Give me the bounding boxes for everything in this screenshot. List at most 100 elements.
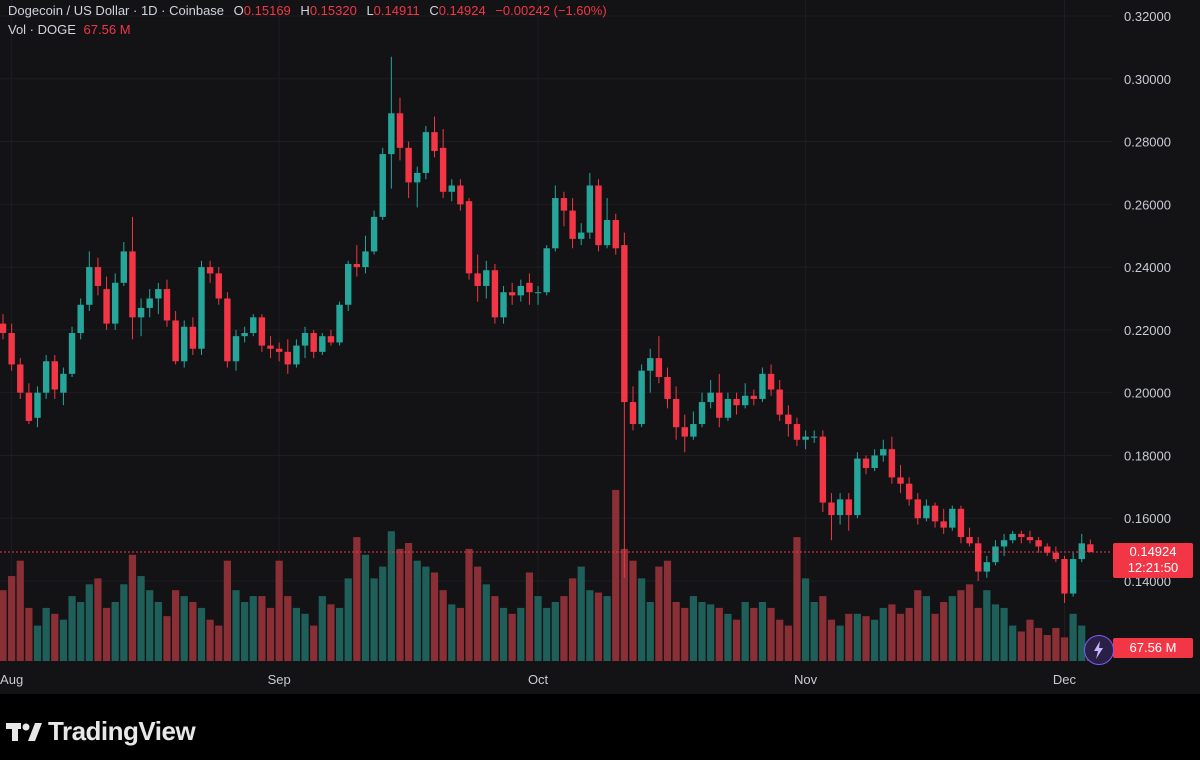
candle-body (603, 220, 611, 246)
volume-bar (663, 560, 672, 661)
volume-bar (258, 596, 266, 661)
ohlc-row: Dogecoin / US Dollar · 1D · Coinbase O0.… (8, 3, 607, 22)
candlestick-chart[interactable]: 0.32000 0.30000 0.28000 0.26000 0.24000 0.220… (0, 0, 1200, 694)
lightning-icon (1094, 641, 1103, 659)
candle-body (405, 147, 412, 183)
low-value: 0.14911 (373, 3, 420, 18)
candle-body (716, 392, 723, 418)
volume-bar (396, 548, 404, 661)
candle-body (86, 267, 93, 305)
candle-body (595, 185, 602, 246)
candle-body (431, 132, 438, 151)
candle-body (370, 216, 378, 252)
volume-bar (965, 584, 974, 661)
tradingview-logo-icon (6, 722, 42, 741)
candle-body (974, 543, 982, 572)
volume-bar (896, 613, 905, 661)
volume-bar (120, 584, 128, 661)
candle-body (552, 198, 559, 249)
volume-bar (439, 590, 447, 661)
volume-bar (111, 602, 119, 661)
y-tick-label: 0.32000 (1124, 9, 1171, 24)
volume-bar (284, 596, 292, 661)
candle-body (992, 546, 999, 563)
candle-body (1026, 537, 1034, 541)
volume-bar (681, 607, 689, 661)
candle-body (949, 508, 956, 528)
candle-body (862, 458, 870, 468)
candle-body (931, 505, 939, 522)
volume-bar (430, 572, 439, 661)
volume-bar (42, 607, 50, 661)
candle-body (483, 270, 490, 286)
brand-name: TradingView (48, 716, 196, 746)
candle-body (422, 132, 430, 173)
volume-bar (25, 607, 33, 661)
candle-body (517, 285, 524, 296)
candle-body (897, 477, 904, 484)
candle-body (923, 505, 930, 519)
volume-bar (102, 607, 111, 661)
price-change: −0.00242 (−1.60%) (495, 3, 607, 18)
volume-bar (594, 592, 603, 661)
candle-body (647, 358, 654, 371)
volume-bar (172, 590, 180, 661)
volume-bar (33, 625, 42, 661)
volume-bar (801, 578, 810, 661)
candle-body (327, 336, 335, 343)
candle-body (414, 172, 421, 183)
candle-body (957, 508, 965, 538)
volume-bar (1052, 627, 1060, 661)
volume-bar (310, 625, 318, 661)
volume-bar (1017, 631, 1025, 661)
candle-body (60, 373, 67, 393)
volume-bar (275, 560, 283, 661)
candle-body (17, 364, 24, 393)
candle-body (345, 263, 352, 305)
open-label: O (233, 3, 244, 18)
open-value: 0.15169 (243, 3, 291, 18)
candle-body (129, 251, 136, 318)
volume-bar (422, 566, 430, 661)
volume-bar (974, 607, 982, 661)
candle-body (319, 336, 326, 352)
volume-bar (59, 619, 68, 661)
candle-body (724, 398, 732, 418)
volume-bar (189, 602, 197, 661)
candle-body (34, 392, 41, 418)
candle-body (439, 147, 447, 192)
candle-body (845, 499, 852, 516)
volume-bar (491, 596, 499, 661)
candle-body (163, 289, 171, 321)
candle-body (741, 395, 749, 406)
tradingview-brand[interactable]: TradingView (6, 716, 196, 747)
candle-body (1078, 543, 1085, 560)
volume-bar (1043, 635, 1051, 661)
candle-body (94, 267, 102, 286)
volume-bar (776, 619, 784, 661)
candle-body (811, 436, 818, 438)
volume-bar (448, 604, 456, 661)
x-tick-label: Nov (794, 672, 818, 687)
candle-body (871, 455, 878, 468)
candle-body (232, 336, 240, 362)
candle-body (388, 113, 395, 155)
volume-bar (197, 607, 206, 661)
candle-body (629, 402, 637, 425)
y-axis: 0.32000 0.30000 0.28000 0.26000 0.24000 0.220… (1124, 9, 1171, 589)
candle-body (362, 251, 369, 268)
quick-action-button[interactable] (1084, 635, 1114, 665)
candle-body (258, 317, 266, 346)
volume-bar (474, 566, 482, 661)
volume-bar (0, 590, 7, 661)
candle-body (707, 392, 714, 403)
volume-bar (879, 607, 887, 661)
volume-bar (482, 584, 490, 661)
volume-bar (137, 576, 145, 661)
volume-bar (51, 613, 59, 661)
candle-body (189, 326, 197, 349)
candle-body (267, 345, 274, 349)
volume-bar (767, 607, 775, 661)
volume-bar (68, 596, 76, 661)
symbol-title[interactable]: Dogecoin / US Dollar · 1D · Coinbase (8, 3, 225, 18)
